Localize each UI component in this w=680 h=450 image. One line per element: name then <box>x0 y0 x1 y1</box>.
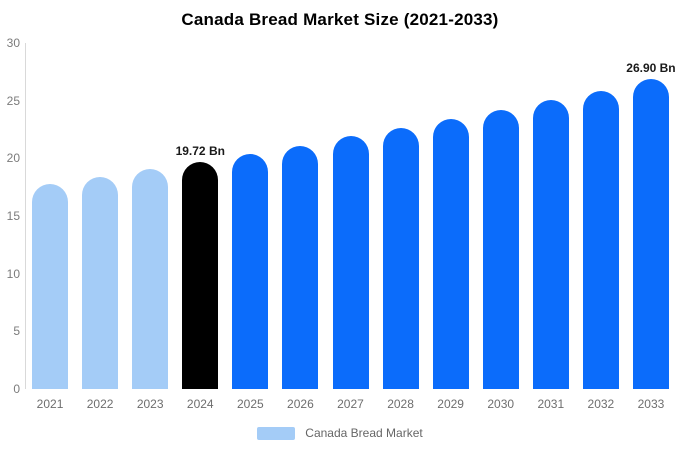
x-axis-label: 2024 <box>186 397 214 411</box>
x-axis-label: 2033 <box>637 397 665 411</box>
x-axis-label: 2026 <box>287 397 314 411</box>
bar-2026 <box>282 145 319 389</box>
x-axis-label: 2031 <box>537 397 565 411</box>
x-axis-label: 2029 <box>437 397 464 411</box>
bar-2033 <box>632 78 669 389</box>
x-axis-label: 2022 <box>86 397 114 411</box>
y-axis-tick: 25 <box>6 93 20 108</box>
bar-value-label: 19.72 Bn <box>175 143 225 158</box>
bar-2028 <box>382 128 419 389</box>
x-axis-label: 2028 <box>387 397 414 411</box>
bar-2027 <box>332 136 369 389</box>
bar-2023 <box>132 168 169 389</box>
y-axis-tick: 15 <box>6 209 20 223</box>
x-axis-label: 2021 <box>36 397 64 411</box>
bar-2024 <box>182 161 219 389</box>
y-axis-tick: 10 <box>6 266 20 281</box>
legend[interactable]: Canada Bread Market <box>0 426 680 440</box>
y-axis-line <box>25 43 26 389</box>
bar-2022 <box>82 176 119 389</box>
y-axis-tick: 0 <box>13 382 20 396</box>
x-axis-label: 2027 <box>337 397 364 411</box>
bar-2025 <box>232 153 269 389</box>
legend-label: Canada Bread Market <box>305 426 423 440</box>
x-axis-label: 2023 <box>136 397 164 411</box>
bar-2029 <box>432 119 469 389</box>
bar-value-label: 26.90 Bn <box>626 60 676 75</box>
legend-swatch <box>257 426 296 440</box>
y-axis-tick: 30 <box>6 36 20 50</box>
y-axis-tick: 20 <box>6 151 20 166</box>
bar-2031 <box>532 99 569 389</box>
x-axis-label: 2025 <box>236 397 264 411</box>
bar-2030 <box>482 109 519 389</box>
bar-2032 <box>582 91 619 389</box>
x-axis-label: 2032 <box>587 397 615 411</box>
x-axis-label: 2030 <box>487 397 515 411</box>
y-axis-tick: 5 <box>13 324 20 339</box>
chart-title: Canada Bread Market Size (2021-2033) <box>181 10 499 29</box>
bar-2021 <box>32 183 69 389</box>
